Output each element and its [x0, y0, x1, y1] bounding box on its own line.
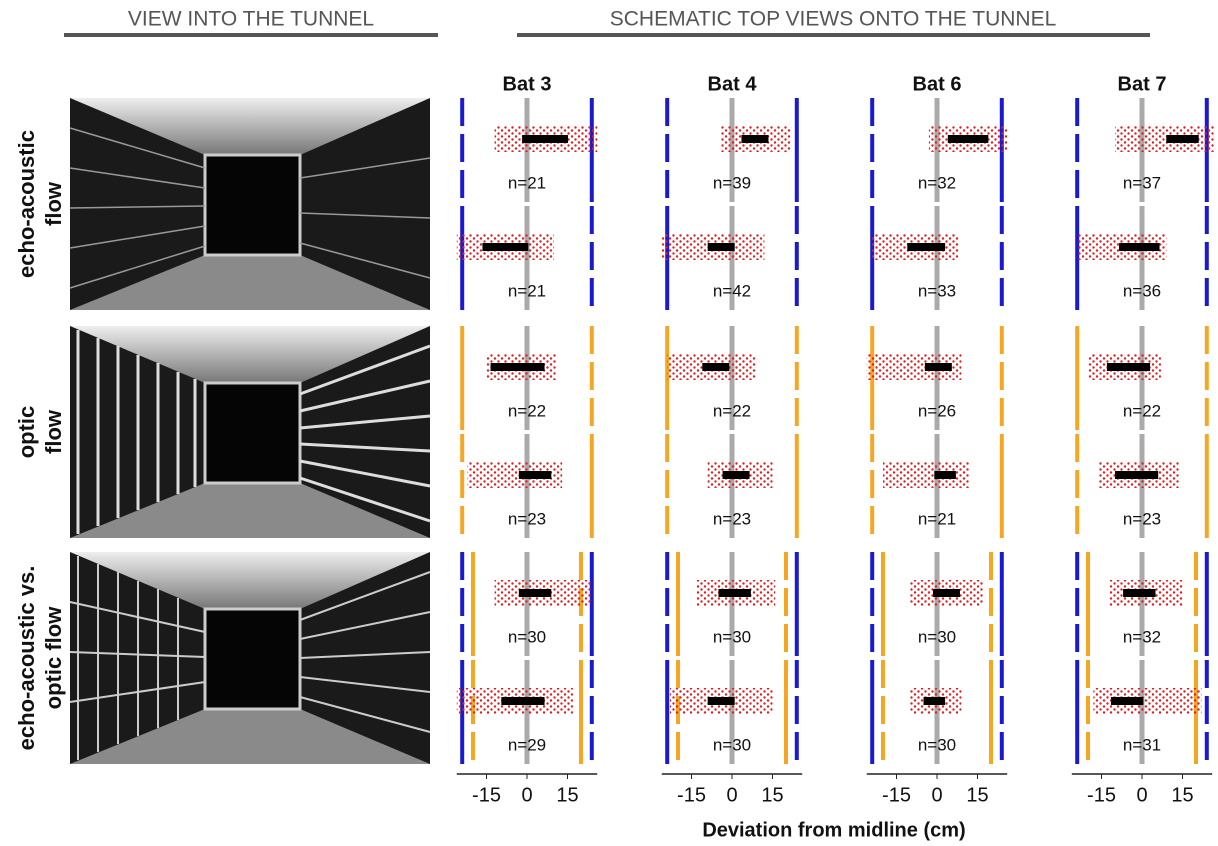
mean-sd-bar	[948, 135, 989, 143]
row-label: optic flow	[41, 606, 66, 710]
mean-sd-bar	[519, 589, 551, 597]
n-label: n=30	[713, 627, 751, 646]
x-tick-label: 15	[966, 784, 988, 806]
n-label: n=36	[1123, 281, 1161, 300]
bat-title: Bat 6	[913, 73, 962, 95]
mean-sd-bar	[519, 471, 551, 479]
n-label: n=33	[918, 281, 956, 300]
mean-sd-bar	[719, 589, 751, 597]
mean-sd-bar	[482, 243, 528, 251]
points	[883, 462, 969, 488]
decoration	[70, 98, 430, 310]
mean-sd-bar	[925, 363, 952, 371]
mean-sd-bar	[708, 697, 735, 705]
mean-sd-bar	[741, 135, 768, 143]
bat-title: Bat 3	[503, 73, 552, 95]
n-label: n=22	[713, 401, 751, 420]
row-label: flow	[41, 181, 66, 226]
mean-sd-bar	[501, 697, 544, 705]
mean-sd-bar	[708, 243, 735, 251]
header-rule	[64, 33, 438, 37]
page: {"chart_data": {"type": "strip", "header…	[0, 0, 1218, 846]
bat-title: Bat 4	[708, 73, 758, 95]
n-label: n=21	[918, 509, 956, 528]
mean-sd-bar	[1111, 697, 1143, 705]
n-label: n=23	[508, 509, 546, 528]
x-tick-label: -15	[677, 784, 706, 806]
x-tick-label: -15	[1087, 784, 1116, 806]
row-label: optic	[14, 406, 39, 459]
decoration	[70, 326, 430, 538]
header: VIEW INTO THE TUNNEL	[128, 8, 374, 31]
bat-title: Bat 7	[1118, 73, 1167, 95]
n-label: n=30	[918, 735, 956, 754]
mean-sd-bar	[1115, 471, 1158, 479]
n-label: n=23	[713, 509, 751, 528]
mean-sd-bar	[934, 471, 956, 479]
n-label: n=32	[1123, 627, 1161, 646]
n-label: n=29	[508, 735, 546, 754]
mean-sd-bar	[723, 471, 750, 479]
header-rule	[517, 33, 1150, 37]
n-label: n=22	[1123, 401, 1161, 420]
x-tick-label: 0	[521, 784, 532, 806]
row-label: flow	[41, 409, 66, 454]
mean-sd-bar	[702, 363, 729, 371]
x-tick-label: 0	[1136, 784, 1147, 806]
mean-sd-bar	[907, 243, 945, 251]
figure: VIEW INTO THE TUNNEL SCHEMATIC TOP VIEWS…	[0, 0, 1218, 846]
x-axis-label: Deviation from midline (cm)	[702, 819, 965, 841]
n-label: n=22	[508, 401, 546, 420]
x-tick-label: 15	[1171, 784, 1193, 806]
n-label: n=21	[508, 281, 546, 300]
n-label: n=23	[1123, 509, 1161, 528]
mean-sd-bar	[924, 697, 946, 705]
tunnel-photo	[70, 552, 430, 764]
x-tick-label: 15	[761, 784, 783, 806]
row-label: echo-acoustic vs.	[14, 566, 39, 751]
x-tick-label: 0	[931, 784, 942, 806]
n-label: n=26	[918, 401, 956, 420]
header: SCHEMATIC TOP VIEWS ONTO THE TUNNEL	[610, 8, 1057, 31]
n-label: n=32	[918, 173, 956, 192]
n-label: n=31	[1123, 735, 1161, 754]
mean-sd-bar	[491, 363, 545, 371]
mean-sd-bar	[933, 589, 960, 597]
n-label: n=30	[508, 627, 546, 646]
x-tick-label: 15	[556, 784, 578, 806]
mean-sd-bar	[1107, 363, 1150, 371]
x-tick-label: 0	[726, 784, 737, 806]
x-tick-label: -15	[472, 784, 501, 806]
x-tick-label: -15	[882, 784, 911, 806]
decoration	[70, 552, 430, 764]
n-label: n=21	[508, 173, 546, 192]
n-label: n=30	[713, 735, 751, 754]
mean-sd-bar	[1166, 135, 1198, 143]
row-label: echo-acoustic	[14, 130, 39, 278]
mean-sd-bar	[1123, 589, 1155, 597]
n-label: n=37	[1123, 173, 1161, 192]
n-label: n=39	[713, 173, 751, 192]
n-label: n=42	[713, 281, 751, 300]
points	[1115, 126, 1215, 152]
mean-sd-bar	[1119, 243, 1160, 251]
points	[1093, 688, 1201, 714]
tunnel-photo	[70, 98, 430, 310]
n-label: n=30	[918, 627, 956, 646]
mean-sd-bar	[522, 135, 568, 143]
tunnel-photo	[70, 326, 430, 538]
